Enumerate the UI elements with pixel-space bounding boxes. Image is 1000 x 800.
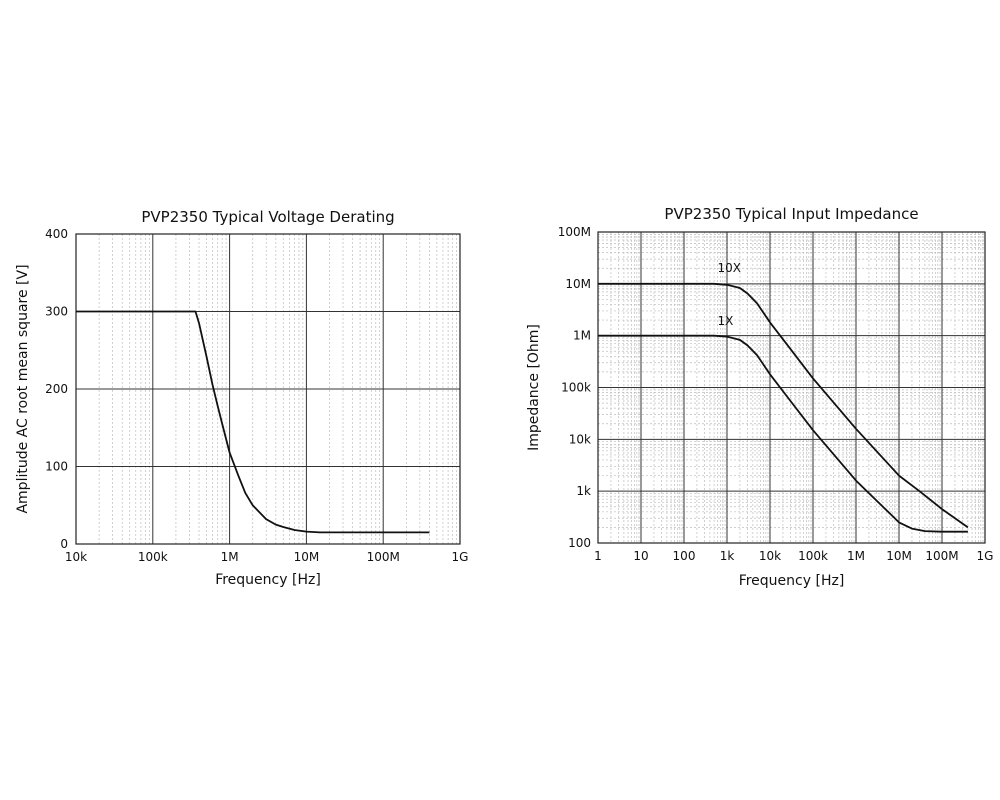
y-tick-label: 10M: [565, 277, 591, 291]
chart-title: PVP2350 Typical Voltage Derating: [141, 208, 394, 226]
grid: [75, 233, 461, 545]
y-axis-label: Amplitude AC root mean square [V]: [15, 264, 31, 513]
y-tick-label: 1k: [576, 484, 591, 498]
series-label: 10X: [717, 261, 741, 275]
x-tick-label: 1k: [720, 549, 735, 563]
chart-2: 1 10 100 1k 10k 100k 1M 10M 100M 1G 100 1k 10k 100k 1M…: [526, 205, 993, 589]
x-tick-label: 100M: [367, 550, 400, 564]
y-tick-label: 0: [60, 537, 68, 551]
y-tick-label: 200: [45, 382, 68, 396]
y-tick-label: 400: [45, 227, 68, 241]
x-tick-label: 10M: [886, 549, 912, 563]
plot-frame: [75, 233, 461, 545]
y-tick-label: 10k: [569, 432, 591, 446]
series-line: [76, 310, 430, 534]
y-tick-label: 1M: [573, 329, 591, 343]
x-tick-label: 100k: [798, 549, 828, 563]
grid: [597, 231, 986, 544]
chart-title: PVP2350 Typical Input Impedance: [664, 205, 918, 223]
plot-frame: [597, 231, 986, 544]
x-tick-label: 10k: [65, 550, 87, 564]
x-tick-label: 100: [673, 549, 696, 563]
x-axis-label: Frequency [Hz]: [739, 573, 845, 589]
series-label: 1X: [717, 314, 733, 328]
series-line-1x: [598, 334, 968, 533]
y-axis-label: Impedance [Ohm]: [526, 324, 542, 451]
x-tick-label: 10M: [294, 550, 320, 564]
x-axis-label: Frequency [Hz]: [215, 572, 321, 588]
series-line-10x: [598, 282, 969, 529]
y-tick-label: 300: [45, 305, 68, 319]
y-tick-label: 100k: [561, 381, 591, 395]
y-tick-label: 100: [45, 460, 68, 474]
x-tick-label: 100k: [138, 550, 168, 564]
x-tick-label: 1G: [977, 549, 994, 563]
x-tick-label: 1M: [847, 549, 865, 563]
x-tick-label: 100M: [925, 549, 958, 563]
x-tick-label: 10k: [759, 549, 781, 563]
y-tick-label: 100M: [558, 225, 591, 239]
chart-1: 10k 100k 1M 10M 100M 1G 0 100 200 300 400 PVP2350 T…: [15, 208, 468, 588]
x-tick-label: 10: [633, 549, 648, 563]
x-tick-label: 1: [594, 549, 602, 563]
x-tick-label: 1M: [221, 550, 239, 564]
y-tick-label: 100: [568, 536, 591, 550]
x-tick-label: 1G: [452, 550, 469, 564]
